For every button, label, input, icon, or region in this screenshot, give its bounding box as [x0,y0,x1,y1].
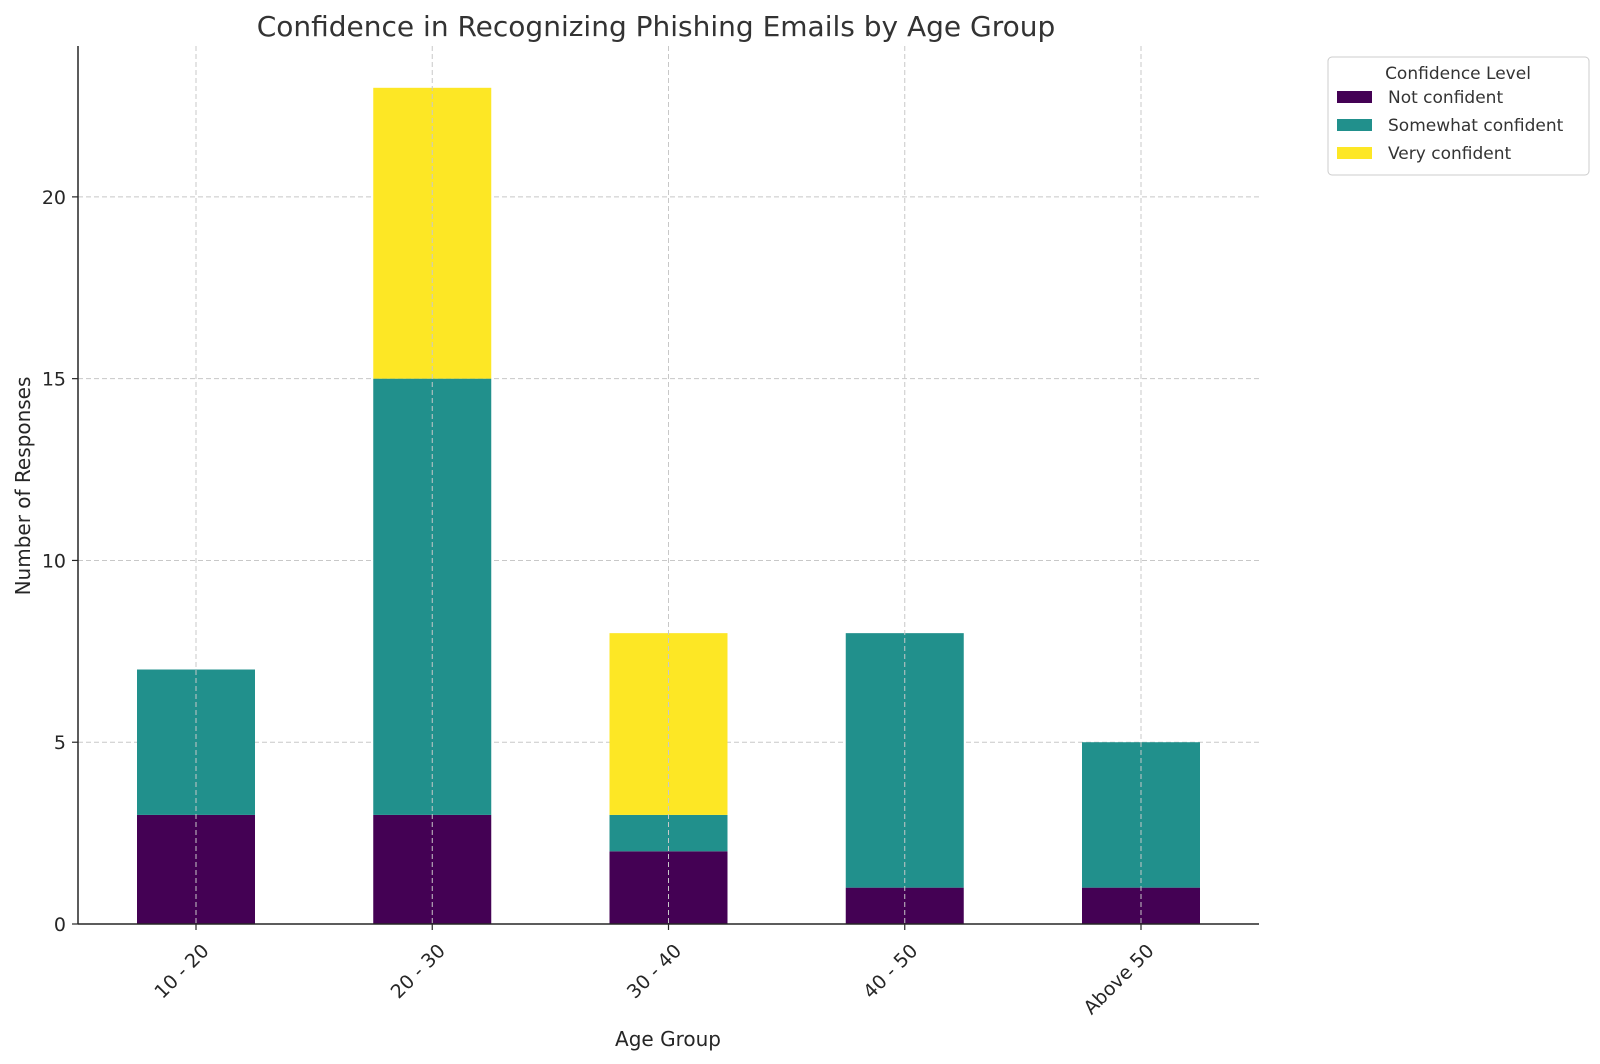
legend-label: Not confident [1388,88,1503,108]
legend: Confidence Level Not confident Somewhat c… [1327,56,1590,176]
y-tick-label: 10 [42,550,66,572]
legend-swatch [1337,91,1372,103]
x-tick-label: 10 - 20 [150,940,213,1003]
x-axis-ticks: 10 - 20 20 - 30 30 - 40 40 - 50 Above 50 [150,924,1159,1019]
y-axis-ticks: 0 5 10 15 20 [42,187,78,936]
x-tick-label: 40 - 50 [859,940,922,1003]
y-tick-label: 5 [54,732,66,754]
legend-title: Confidence Level [1385,64,1531,84]
y-tick-label: 20 [42,187,66,209]
chart-title: Confidence in Recognizing Phishing Email… [257,10,1056,43]
y-tick-label: 0 [54,914,66,936]
y-axis-label: Number of Responses [11,377,35,596]
y-tick-label: 15 [42,369,66,391]
x-tick-label: 20 - 30 [387,940,450,1003]
legend-items: Not confident Somewhat confident Very conf… [1337,88,1564,164]
bar-segment-very-confident [609,633,728,815]
legend-box [1327,56,1590,176]
legend-swatch [1337,119,1372,131]
x-axis-label: Age Group [615,1027,721,1051]
bar-segment-somewhat-confident [373,378,492,815]
legend-swatch [1337,147,1372,159]
x-tick-label: Above 50 [1079,940,1158,1019]
legend-label: Very confident [1388,144,1511,164]
x-tick-label: 30 - 40 [623,940,686,1003]
legend-label: Somewhat confident [1388,116,1564,136]
grid-lines [78,196,1259,743]
